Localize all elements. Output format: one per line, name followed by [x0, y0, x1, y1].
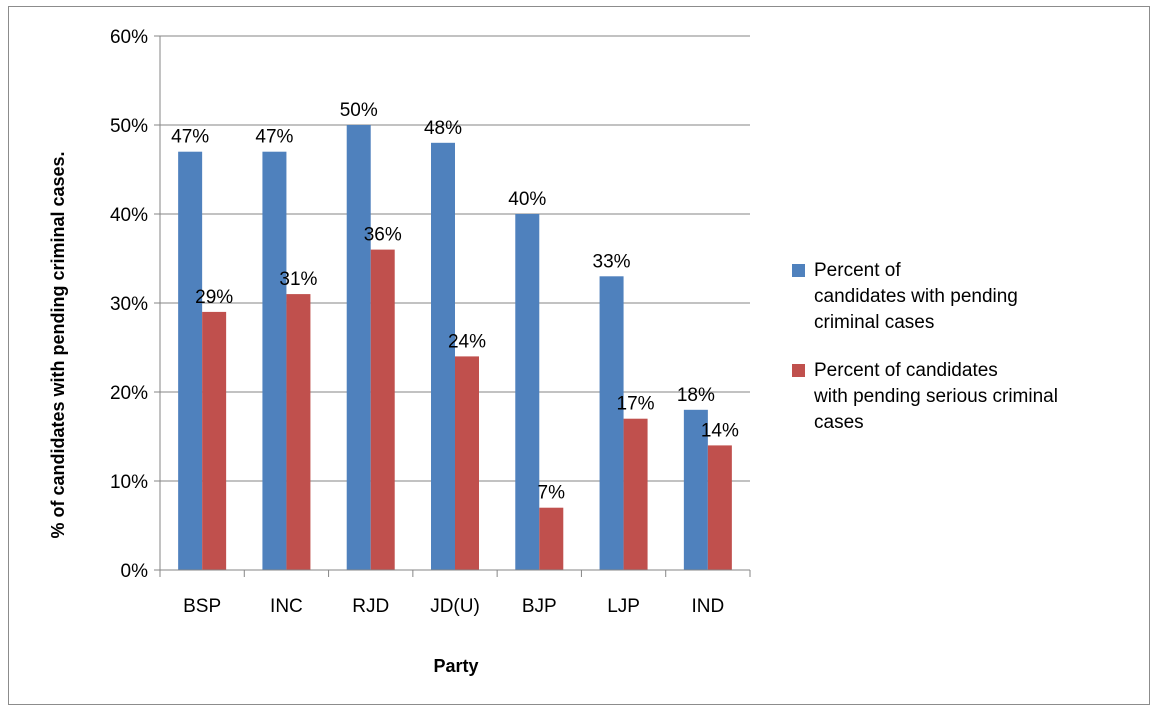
bar-series-1-IND	[683, 409, 708, 570]
y-tick-label-60: 60%	[110, 27, 148, 48]
data-label-series-1-RJD: 50%	[340, 100, 378, 121]
data-label-series-2-IND: 14%	[701, 420, 739, 441]
legend-swatch-series-1	[792, 264, 805, 277]
y-tick-label-0: 0%	[121, 561, 149, 582]
bar-series-2-BJP	[539, 507, 564, 570]
bar-series-2-BSP	[202, 311, 227, 570]
data-label-series-1-INC: 47%	[255, 127, 293, 148]
x-tick-labels: BSP INC RJD JD(U) BJP LJP IND	[183, 596, 724, 617]
data-label-series-2-JD(U): 24%	[448, 331, 486, 352]
legend-label-series-1: Percent of candidates with pending crimi…	[814, 260, 1018, 333]
bars	[178, 125, 732, 571]
legend-item-series-2: Percent of candidates with pending serio…	[792, 358, 1152, 436]
data-label-series-2-INC: 31%	[279, 269, 317, 290]
axes	[154, 35, 751, 577]
x-tick-label-6: IND	[691, 596, 724, 617]
x-tick-label-0: BSP	[183, 596, 221, 617]
y-axis-title: % of candidates with pending criminal ca…	[48, 151, 68, 538]
bar-series-1-BSP	[178, 151, 203, 570]
data-label-series-1-BJP: 40%	[508, 189, 546, 210]
data-label-series-1-BSP: 47%	[171, 127, 209, 148]
x-tick-label-3: JD(U)	[430, 596, 480, 617]
data-label-series-2-BJP: 7%	[538, 483, 566, 504]
bar-series-1-JD(U)	[431, 142, 455, 571]
bar-series-2-IND	[707, 445, 732, 570]
y-tick-label-40: 40%	[110, 205, 148, 226]
data-label-series-1-JD(U): 48%	[424, 118, 462, 139]
legend-item-series-1: Percent of candidates with pending crimi…	[792, 258, 1152, 336]
bar-series-2-JD(U)	[455, 356, 479, 570]
legend-swatch-series-2	[792, 364, 805, 377]
data-label-series-1-IND: 18%	[677, 385, 715, 406]
x-tick-label-5: LJP	[607, 596, 640, 617]
bar-series-1-RJD	[346, 125, 371, 570]
bar-series-1-BJP	[515, 214, 540, 570]
y-tick-labels: 0% 10% 20% 30% 40% 50% 60%	[110, 27, 148, 582]
data-label-series-2-LJP: 17%	[617, 394, 655, 415]
x-tick-label-1: INC	[270, 596, 303, 617]
bar-series-2-INC	[286, 294, 311, 570]
data-label-series-1-LJP: 33%	[593, 251, 631, 272]
x-tick-label-4: BJP	[522, 596, 557, 617]
data-label-series-2-BSP: 29%	[195, 287, 233, 308]
y-tick-label-30: 30%	[110, 294, 148, 315]
gridlines	[160, 35, 750, 482]
data-labels: 47% 29% 47% 31% 50% 36% 48% 24% 40% 7% 33% 17% 18% 14…	[171, 100, 739, 504]
y-tick-label-10: 10%	[110, 472, 148, 493]
legend: Percent of candidates with pending crimi…	[792, 258, 1152, 458]
y-tick-label-50: 50%	[110, 116, 148, 137]
x-tick-label-2: RJD	[352, 596, 389, 617]
bar-series-2-RJD	[370, 249, 395, 570]
y-tick-label-20: 20%	[110, 383, 148, 404]
data-label-series-2-RJD: 36%	[364, 225, 402, 246]
bar-series-1-INC	[262, 151, 287, 570]
bar-series-1-LJP	[599, 276, 624, 570]
legend-label-series-2: Percent of candidates with pending serio…	[814, 360, 1058, 433]
x-axis-title: Party	[433, 656, 478, 676]
bar-series-2-LJP	[623, 418, 648, 570]
